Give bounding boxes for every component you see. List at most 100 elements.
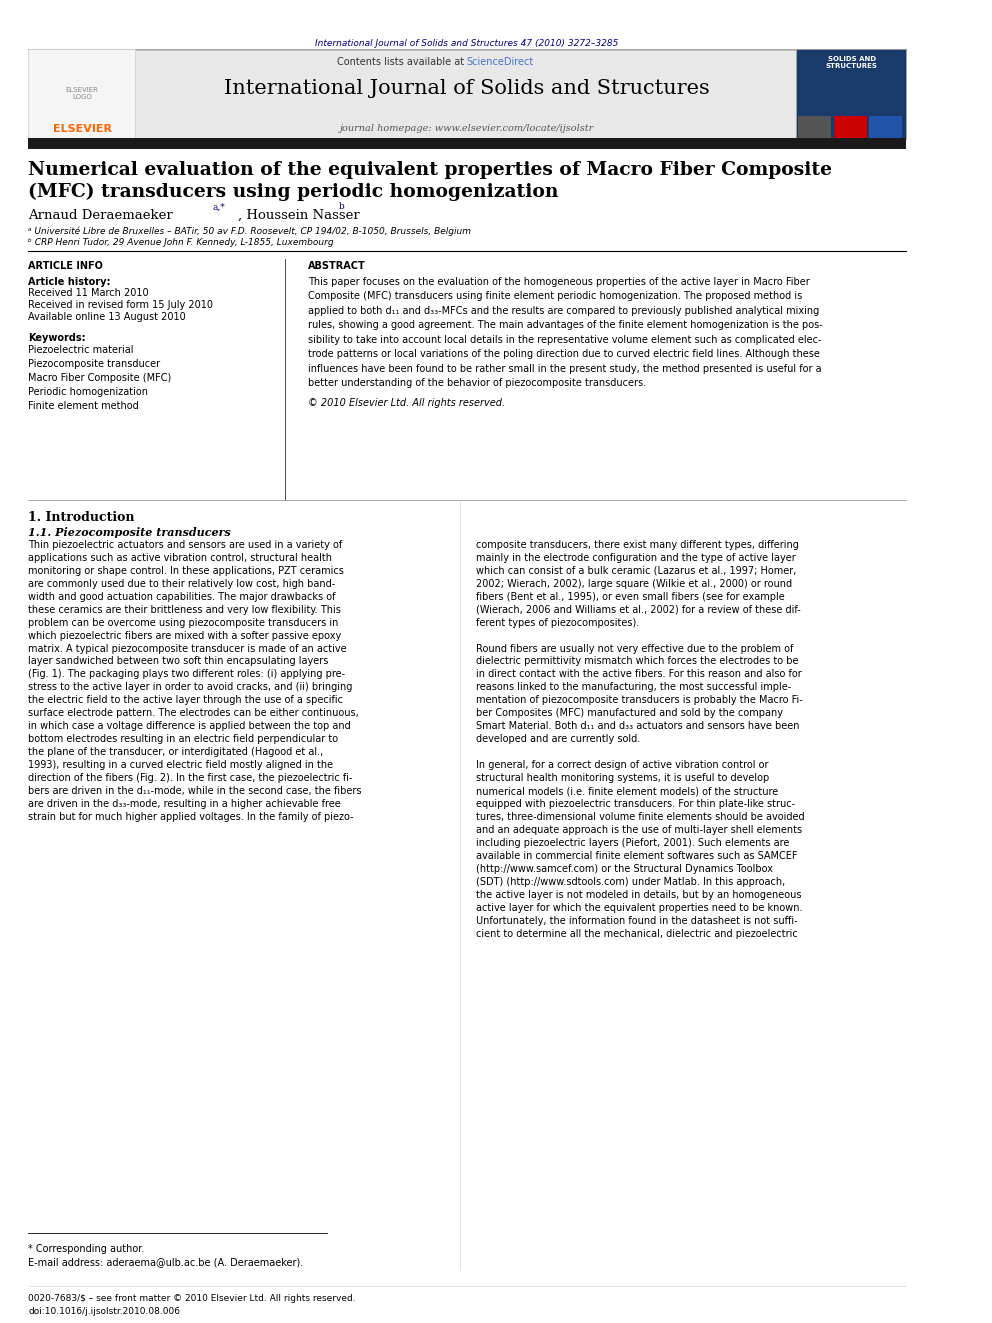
Text: a,*: a,*: [213, 202, 225, 212]
Text: better understanding of the behavior of piezocomposite transducers.: better understanding of the behavior of …: [309, 378, 646, 389]
Text: (SDT) (http://www.sdtools.com) under Matlab. In this approach,: (SDT) (http://www.sdtools.com) under Mat…: [476, 877, 786, 886]
Text: width and good actuation capabilities. The major drawbacks of: width and good actuation capabilities. T…: [28, 591, 335, 602]
Text: International Journal of Solids and Structures: International Journal of Solids and Stru…: [224, 79, 709, 98]
Text: active layer for which the equivalent properties need to be known.: active layer for which the equivalent pr…: [476, 902, 803, 913]
FancyBboxPatch shape: [797, 49, 906, 138]
Text: mentation of piezocomposite transducers is probably the Macro Fi-: mentation of piezocomposite transducers …: [476, 696, 803, 705]
Text: sibility to take into account local details in the representative volume element: sibility to take into account local deta…: [309, 335, 821, 345]
Text: Unfortunately, the information found in the datasheet is not suffi-: Unfortunately, the information found in …: [476, 916, 798, 926]
Text: cient to determine all the mechanical, dielectric and piezoelectric: cient to determine all the mechanical, d…: [476, 929, 798, 939]
Text: monitoring or shape control. In these applications, PZT ceramics: monitoring or shape control. In these ap…: [28, 566, 344, 576]
Text: developed and are currently sold.: developed and are currently sold.: [476, 734, 641, 745]
FancyBboxPatch shape: [28, 49, 135, 138]
Text: trode patterns or local variations of the poling direction due to curved electri: trode patterns or local variations of th…: [309, 349, 820, 360]
Text: Received 11 March 2010: Received 11 March 2010: [28, 288, 149, 299]
Text: ABSTRACT: ABSTRACT: [309, 261, 366, 271]
Text: Received in revised form 15 July 2010: Received in revised form 15 July 2010: [28, 300, 213, 311]
Text: surface electrode pattern. The electrodes can be either continuous,: surface electrode pattern. The electrode…: [28, 708, 359, 718]
Text: ELSEVIER: ELSEVIER: [53, 123, 112, 134]
Text: ᵇ CRP Henri Tudor, 29 Avenue John F. Kennedy, L-1855, Luxembourg: ᵇ CRP Henri Tudor, 29 Avenue John F. Ken…: [28, 238, 333, 247]
Text: available in commercial finite element softwares such as SAMCEF: available in commercial finite element s…: [476, 851, 798, 861]
Text: fibers (Bent et al., 1995), or even small fibers (see for example: fibers (Bent et al., 1995), or even smal…: [476, 591, 785, 602]
Text: the plane of the transducer, or interdigitated (Hagood et al.,: the plane of the transducer, or interdig…: [28, 747, 323, 757]
Text: stress to the active layer in order to avoid cracks, and (ii) bringing: stress to the active layer in order to a…: [28, 683, 352, 692]
Text: Keywords:: Keywords:: [28, 333, 85, 344]
Text: Composite (MFC) transducers using finite element periodic homogenization. The pr: Composite (MFC) transducers using finite…: [309, 291, 803, 302]
Text: SOLIDS AND
STRUCTURES: SOLIDS AND STRUCTURES: [825, 56, 878, 69]
Text: Smart Material. Both d₁₁ and d₃₃ actuators and sensors have been: Smart Material. Both d₁₁ and d₃₃ actuato…: [476, 721, 800, 732]
Text: Macro Fiber Composite (MFC): Macro Fiber Composite (MFC): [28, 373, 172, 384]
Text: (http://www.samcef.com) or the Structural Dynamics Toolbox: (http://www.samcef.com) or the Structura…: [476, 864, 773, 875]
Text: ᵃ Université Libre de Bruxelles – BATir, 50 av F.D. Roosevelt, CP 194/02, B-1050: ᵃ Université Libre de Bruxelles – BATir,…: [28, 226, 471, 235]
Text: in which case a voltage difference is applied between the top and: in which case a voltage difference is ap…: [28, 721, 351, 732]
Text: Available online 13 August 2010: Available online 13 August 2010: [28, 312, 186, 323]
Text: Piezoelectric material: Piezoelectric material: [28, 345, 134, 356]
Text: Article history:: Article history:: [28, 277, 110, 287]
Text: tures, three-dimensional volume finite elements should be avoided: tures, three-dimensional volume finite e…: [476, 812, 805, 822]
Text: Thin piezoelectric actuators and sensors are used in a variety of: Thin piezoelectric actuators and sensors…: [28, 540, 342, 550]
Text: numerical models (i.e. finite element models) of the structure: numerical models (i.e. finite element mo…: [476, 786, 779, 796]
Text: This paper focuses on the evaluation of the homogeneous properties of the active: This paper focuses on the evaluation of …: [309, 277, 809, 287]
Text: Contents lists available at: Contents lists available at: [336, 57, 467, 67]
Text: , Houssein Nasser: , Houssein Nasser: [238, 209, 360, 222]
Text: Numerical evaluation of the equivalent properties of Macro Fiber Composite: Numerical evaluation of the equivalent p…: [28, 161, 832, 180]
Text: direction of the fibers (Fig. 2). In the first case, the piezoelectric fi-: direction of the fibers (Fig. 2). In the…: [28, 773, 352, 783]
Text: 1993), resulting in a curved electric field mostly aligned in the: 1993), resulting in a curved electric fi…: [28, 761, 333, 770]
Text: Round fibers are usually not very effective due to the problem of: Round fibers are usually not very effect…: [476, 643, 794, 654]
Text: ferent types of piezocomposites).: ferent types of piezocomposites).: [476, 618, 640, 627]
Text: * Corresponding author.: * Corresponding author.: [28, 1244, 145, 1254]
Text: ARTICLE INFO: ARTICLE INFO: [28, 261, 103, 271]
Text: E-mail address: aderaema@ulb.ac.be (A. Deraemaeker).: E-mail address: aderaema@ulb.ac.be (A. D…: [28, 1257, 304, 1267]
Text: applied to both d₁₁ and d₃₃-MFCs and the results are compared to previously publ: applied to both d₁₁ and d₃₃-MFCs and the…: [309, 306, 819, 316]
Text: matrix. A typical piezocomposite transducer is made of an active: matrix. A typical piezocomposite transdu…: [28, 643, 346, 654]
Text: applications such as active vibration control, structural health: applications such as active vibration co…: [28, 553, 332, 562]
Text: rules, showing a good agreement. The main advantages of the finite element homog: rules, showing a good agreement. The mai…: [309, 320, 823, 331]
Text: including piezoelectric layers (Piefort, 2001). Such elements are: including piezoelectric layers (Piefort,…: [476, 837, 790, 848]
Text: bottom electrodes resulting in an electric field perpendicular to: bottom electrodes resulting in an electr…: [28, 734, 338, 745]
Text: and an adequate approach is the use of multi-layer shell elements: and an adequate approach is the use of m…: [476, 826, 803, 835]
Text: the active layer is not modeled in details, but by an homogeneous: the active layer is not modeled in detai…: [476, 890, 802, 900]
Text: 2002; Wierach, 2002), large square (Wilkie et al., 2000) or round: 2002; Wierach, 2002), large square (Wilk…: [476, 578, 793, 589]
Text: journal homepage: www.elsevier.com/locate/ijsolstr: journal homepage: www.elsevier.com/locat…: [339, 124, 594, 134]
Text: Finite element method: Finite element method: [28, 401, 139, 411]
Text: dielectric permittivity mismatch which forces the electrodes to be: dielectric permittivity mismatch which f…: [476, 656, 799, 667]
Text: composite transducers, there exist many different types, differing: composite transducers, there exist many …: [476, 540, 800, 550]
Text: layer sandwiched between two soft thin encapsulating layers: layer sandwiched between two soft thin e…: [28, 656, 328, 667]
Text: In general, for a correct design of active vibration control or: In general, for a correct design of acti…: [476, 761, 769, 770]
Text: are driven in the d₃₃-mode, resulting in a higher achievable free: are driven in the d₃₃-mode, resulting in…: [28, 799, 341, 810]
Text: bers are driven in the d₁₁-mode, while in the second case, the fibers: bers are driven in the d₁₁-mode, while i…: [28, 786, 361, 796]
Text: ScienceDirect: ScienceDirect: [467, 57, 534, 67]
Text: which can consist of a bulk ceramic (Lazarus et al., 1997; Homer,: which can consist of a bulk ceramic (Laz…: [476, 566, 797, 576]
Text: b: b: [339, 202, 344, 212]
Text: Periodic homogenization: Periodic homogenization: [28, 386, 148, 397]
Bar: [869, 116, 902, 138]
Text: Arnaud Deraemaeker: Arnaud Deraemaeker: [28, 209, 173, 222]
FancyBboxPatch shape: [28, 49, 906, 139]
Bar: [799, 116, 831, 138]
Text: (Wierach, 2006 and Williams et al., 2002) for a review of these dif-: (Wierach, 2006 and Williams et al., 2002…: [476, 605, 801, 615]
Text: reasons linked to the manufacturing, the most successful imple-: reasons linked to the manufacturing, the…: [476, 683, 792, 692]
Text: these ceramics are their brittleness and very low flexibility. This: these ceramics are their brittleness and…: [28, 605, 341, 615]
Bar: [28, 138, 906, 149]
Text: International Journal of Solids and Structures 47 (2010) 3272–3285: International Journal of Solids and Stru…: [315, 38, 619, 48]
Text: ber Composites (MFC) manufactured and sold by the company: ber Composites (MFC) manufactured and so…: [476, 708, 784, 718]
Text: problem can be overcome using piezocomposite transducers in: problem can be overcome using piezocompo…: [28, 618, 338, 627]
Text: 1.1. Piezocomposite transducers: 1.1. Piezocomposite transducers: [28, 527, 231, 537]
Text: Piezocomposite transducer: Piezocomposite transducer: [28, 359, 160, 369]
Text: 0020-7683/$ – see front matter © 2010 Elsevier Ltd. All rights reserved.: 0020-7683/$ – see front matter © 2010 El…: [28, 1294, 356, 1303]
Text: in direct contact with the active fibers. For this reason and also for: in direct contact with the active fibers…: [476, 669, 802, 680]
Text: (Fig. 1). The packaging plays two different roles: (i) applying pre-: (Fig. 1). The packaging plays two differ…: [28, 669, 345, 680]
Text: (MFC) transducers using periodic homogenization: (MFC) transducers using periodic homogen…: [28, 183, 558, 201]
Text: ELSEVIER
LOGO: ELSEVIER LOGO: [65, 87, 98, 101]
Text: structural health monitoring systems, it is useful to develop: structural health monitoring systems, it…: [476, 773, 770, 783]
Text: strain but for much higher applied voltages. In the family of piezo-: strain but for much higher applied volta…: [28, 812, 353, 822]
Text: which piezoelectric fibers are mixed with a softer passive epoxy: which piezoelectric fibers are mixed wit…: [28, 631, 341, 640]
Text: influences have been found to be rather small in the present study, the method p: influences have been found to be rather …: [309, 364, 821, 374]
Bar: [834, 116, 866, 138]
Text: © 2010 Elsevier Ltd. All rights reserved.: © 2010 Elsevier Ltd. All rights reserved…: [309, 398, 505, 409]
Text: doi:10.1016/j.ijsolstr.2010.08.006: doi:10.1016/j.ijsolstr.2010.08.006: [28, 1307, 180, 1316]
Text: 1. Introduction: 1. Introduction: [28, 511, 135, 524]
Text: mainly in the electrode configuration and the type of active layer: mainly in the electrode configuration an…: [476, 553, 796, 562]
Text: the electric field to the active layer through the use of a specific: the electric field to the active layer t…: [28, 696, 343, 705]
Text: are commonly used due to their relatively low cost, high band-: are commonly used due to their relativel…: [28, 578, 335, 589]
